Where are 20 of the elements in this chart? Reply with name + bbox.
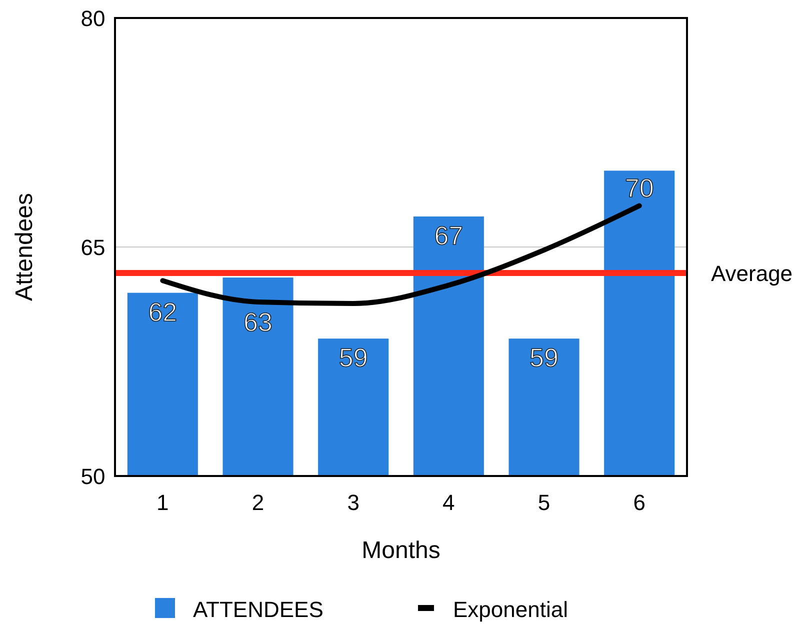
x-tick-label: 1 — [156, 490, 169, 515]
x-axis-title: Months — [362, 537, 440, 564]
x-tick-label: 5 — [538, 490, 550, 515]
x-tick-label: 6 — [633, 490, 646, 515]
data-label: 70 — [624, 172, 654, 203]
data-label: 59 — [338, 342, 368, 373]
y-tick-label: 80 — [80, 6, 106, 31]
x-tick-label: 3 — [347, 490, 360, 515]
y-axis-title: Attendees — [11, 192, 38, 302]
x-tick-label: 2 — [252, 490, 264, 515]
data-label: 62 — [148, 296, 178, 327]
legend-label: ATTENDEES — [193, 597, 324, 622]
x-tick-label: 4 — [442, 490, 455, 515]
data-label: 63 — [244, 306, 272, 337]
y-tick-label: 65 — [80, 235, 106, 260]
data-label: 59 — [530, 342, 558, 373]
y-tick-label: 50 — [80, 464, 106, 489]
data-label: 67 — [434, 220, 464, 250]
legend-label: Exponential — [453, 597, 568, 622]
ref-line-label: Average — [711, 260, 793, 286]
